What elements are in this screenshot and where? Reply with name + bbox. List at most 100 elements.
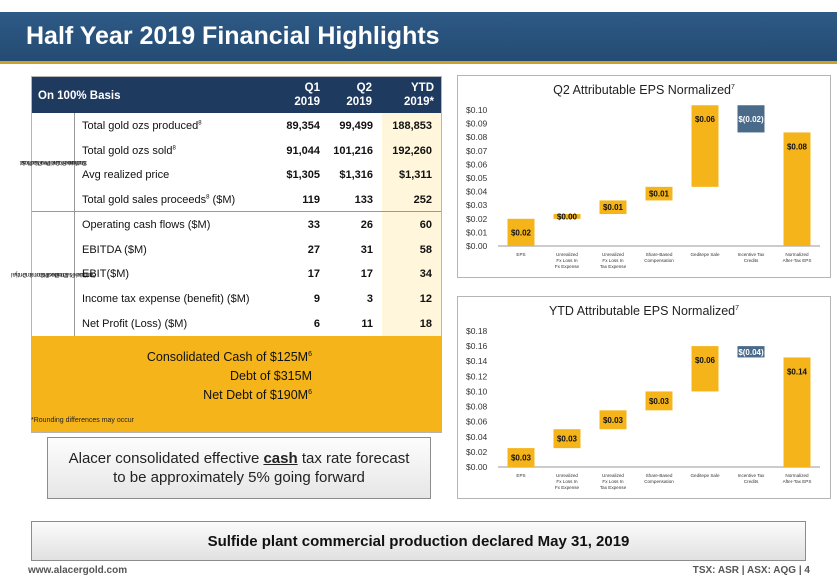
y-tick-label: $0.18: [466, 326, 488, 336]
y-tick-label: $0.00: [466, 462, 488, 472]
x-tick-label: Geditepe Sale: [690, 473, 720, 478]
y-tick-label: $0.06: [466, 159, 488, 169]
col-ytd-header: YTD 2019*: [384, 81, 434, 109]
cell-q2: 31: [360, 243, 373, 256]
table-row: EBITDA ($M) 27 31 58: [75, 238, 441, 263]
website-link[interactable]: www.alacergold.com: [28, 565, 128, 576]
row-footnote: 8: [172, 145, 176, 152]
callout-cash-word: cash: [263, 450, 298, 467]
y-tick-label: $0.12: [466, 371, 488, 381]
y-tick-label: $0.00: [466, 241, 488, 251]
ytd-chart-svg: $0.00 $0.02 $0.04 $0.06 $0.08 $0.10 $0.12 $0.14…: [466, 326, 820, 490]
bar-data-label: $0.01: [603, 203, 624, 212]
y-tick-label: $0.05: [466, 173, 488, 183]
x-tick-label: Tax Expense: [600, 485, 627, 490]
q2-chart-title: Q2 Attributable EPS Normalized7: [458, 83, 830, 97]
col-q2-line1: Q2: [356, 82, 372, 94]
x-tick-label: Fx Loss In: [602, 479, 624, 484]
row-label: Total gold ozs produced: [82, 120, 199, 132]
col-ytd-line2: 2019*: [403, 96, 434, 108]
row-label-wrap: Total gold ozs sold8: [82, 145, 176, 157]
ticker-page: TSX: ASR | ASX: AQG | 4: [692, 565, 810, 576]
eps-bar: [645, 391, 673, 411]
cell-q1: 6: [313, 317, 320, 330]
x-tick-label: Unrealized: [556, 252, 578, 257]
callout-line2: to be approximately 5% going forward: [113, 469, 365, 486]
cell-ytd: 58: [419, 243, 432, 256]
cash-text: Consolidated Cash of $125M: [146, 350, 309, 364]
x-tick-label: EPS: [516, 252, 525, 257]
cell-ytd: $1,311: [398, 169, 432, 182]
row-label-wrap: Total gold sales proceeds8 ($M): [82, 194, 235, 206]
col-ytd-line1: YTD: [411, 82, 434, 94]
table-row: Total gold sales proceeds8 ($M) 119 133 252: [75, 188, 441, 213]
table-row: Income tax expense (benefit) ($M) 9 3 12: [75, 287, 441, 312]
x-tick-label: Unrealized: [602, 473, 624, 478]
col-q1-header: Q1 2019: [270, 81, 320, 109]
bar-data-label: $0.00: [557, 212, 578, 221]
x-tick-label: Credits: [744, 258, 759, 263]
ytd-eps-chart: YTD Attributable EPS Normalized7 $0.00 $0…: [457, 296, 831, 499]
x-tick-label: After-Tax EPS: [783, 479, 812, 484]
q2-eps-chart: Q2 Attributable EPS Normalized7 $0.00 $0.…: [457, 75, 831, 278]
table-header: On 100% Basis Q1 2019 Q2 2019 YTD 2019*: [32, 77, 441, 113]
row-label-unit: ($M): [209, 194, 236, 207]
eps-bar: [553, 429, 581, 449]
bar-data-label: $0.01: [649, 190, 670, 199]
callout-text-a: Alacer consolidated effective: [68, 450, 264, 467]
cell-ytd: 18: [419, 317, 432, 330]
cell-q2: 26: [360, 218, 373, 231]
bar-data-label: $0.03: [649, 397, 670, 406]
col-q1-line1: Q1: [304, 82, 320, 94]
x-tick-label: Unrealized: [602, 252, 624, 257]
cell-q2: 11: [361, 317, 373, 330]
y-tick-label: $0.09: [466, 119, 488, 129]
eps-bar: [783, 132, 811, 246]
bar-data-label: $0.08: [787, 142, 808, 151]
side-label-group2: Includes Oxide Plant & Only Sulfide Plant…: [10, 211, 96, 337]
eps-bar: [599, 200, 627, 215]
eps-bar: [507, 448, 535, 467]
ytd-chart-title-text: YTD Attributable EPS Normalized: [548, 304, 736, 318]
cell-q2: $1,316: [339, 169, 373, 182]
x-tick-label: EPS: [516, 473, 525, 478]
x-tick-label: Tax Expense: [600, 264, 627, 269]
x-tick-label: Normalized: [785, 473, 809, 478]
x-tick-label: Share-Based: [646, 252, 673, 257]
row-footnote: 8: [198, 120, 202, 127]
table-row: Avg realized price $1,305 $1,316 $1,311: [75, 163, 441, 188]
table-row: Total gold ozs sold8 91,044 101,216 192,260: [75, 139, 441, 164]
cell-ytd: 34: [419, 268, 432, 281]
q2-chart-title-sup: 7: [730, 83, 735, 91]
bar-data-label: $0.14: [787, 367, 808, 376]
x-tick-label: Fx Loss In: [602, 258, 624, 263]
side2-line3: Production: [37, 270, 69, 278]
y-tick-label: $0.10: [466, 105, 488, 115]
q2-chart-svg: $0.00 $0.01 $0.02 $0.03 $0.04 $0.05 $0.06 $0.07…: [466, 105, 820, 269]
rounding-note: *Rounding differences may occur: [31, 417, 134, 424]
x-tick-label: Normalized: [785, 252, 809, 257]
row-label: Total gold sales proceeds: [82, 194, 207, 207]
group-divider: [32, 211, 441, 212]
production-banner: Sulfide plant commercial production decl…: [31, 521, 806, 561]
cell-ytd: 60: [419, 218, 432, 231]
cell-q2: 17: [360, 268, 373, 281]
eps-bar: [645, 186, 673, 201]
bar-data-label: $0.02: [511, 228, 532, 237]
x-tick-label: Fx Loss In: [556, 258, 578, 263]
y-tick-label: $0.10: [466, 386, 488, 396]
table-row: EBIT($M) 17 17 34: [75, 262, 441, 287]
cash-summary: Consolidated Cash of $125M6 Debt of $315…: [32, 336, 441, 432]
row-label: EBITDA ($M): [82, 243, 147, 256]
y-tick-label: $0.16: [466, 341, 488, 351]
y-tick-label: $0.02: [466, 214, 488, 224]
title-bar: Half Year 2019 Financial Highlights: [0, 12, 837, 64]
row-label: Income tax expense (benefit) ($M): [82, 292, 250, 305]
table-row: Operating cash flows ($M) 33 26 60: [75, 213, 441, 238]
row-label: Avg realized price: [82, 169, 170, 182]
eps-bar: [507, 218, 535, 246]
y-tick-label: $0.08: [466, 402, 488, 412]
y-tick-label: $0.08: [466, 132, 488, 142]
cell-q2: 99,499: [339, 120, 373, 132]
page-title: Half Year 2019 Financial Highlights: [26, 22, 440, 50]
